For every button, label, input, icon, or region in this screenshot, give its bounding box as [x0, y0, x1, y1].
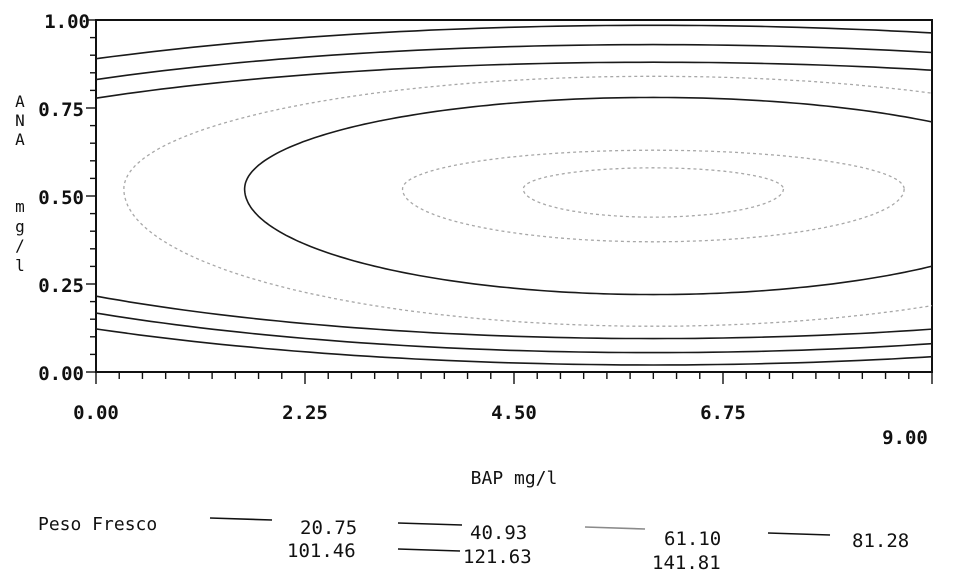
y-axis-label-char: A [15, 92, 25, 111]
legend-value: 61.10 [664, 528, 721, 550]
contour-line-81.28 [123, 75, 932, 327]
x-tick-label: 9.00 [882, 427, 928, 449]
legend-value: 121.63 [463, 546, 532, 568]
legend-value: 141.81 [652, 552, 721, 572]
contour-line-141.81 [522, 167, 785, 218]
legend-swatch-line [397, 522, 463, 526]
x-axis-label: BAP mg/l [471, 468, 558, 489]
legend-swatch-line [767, 532, 831, 536]
legend-swatch-line [397, 548, 461, 552]
y-tick-label: 0.75 [38, 99, 84, 121]
y-axis-label-char: A [15, 130, 25, 149]
y-tick-label: 0.25 [38, 275, 84, 297]
y-tick-label: 1.00 [44, 11, 90, 33]
contour-line-101.46 [243, 96, 932, 296]
x-tick-label: 4.50 [491, 402, 537, 424]
y-axis-label-char: g [15, 217, 25, 236]
y-tick-label: 0.00 [38, 363, 84, 385]
legend-swatch-line [209, 517, 273, 521]
contour-line-121.63 [401, 149, 905, 243]
legend-swatch-line [584, 526, 646, 530]
y-axis-label-char: N [15, 111, 25, 130]
legend-value: 81.28 [852, 530, 909, 552]
contour-lines [96, 24, 932, 366]
legend-value: 40.93 [470, 522, 527, 544]
legend-title: Peso Fresco [38, 514, 157, 535]
plot-frame [95, 19, 933, 373]
legend-swatches [209, 517, 831, 552]
contour-line-20.75 [96, 24, 932, 366]
x-axis-ticks [95, 372, 933, 384]
y-axis-ticks [86, 19, 96, 373]
y-tick-label: 0.50 [38, 187, 84, 209]
legend-value: 101.46 [287, 540, 356, 562]
legend-value: 20.75 [300, 517, 357, 539]
x-tick-label: 0.00 [73, 402, 119, 424]
y-axis-label-char: m [15, 197, 25, 216]
x-tick-label: 6.75 [700, 402, 746, 424]
x-tick-label: 2.25 [282, 402, 328, 424]
y-axis-label-char: / [15, 236, 25, 255]
y-axis-label-char: l [15, 256, 25, 275]
